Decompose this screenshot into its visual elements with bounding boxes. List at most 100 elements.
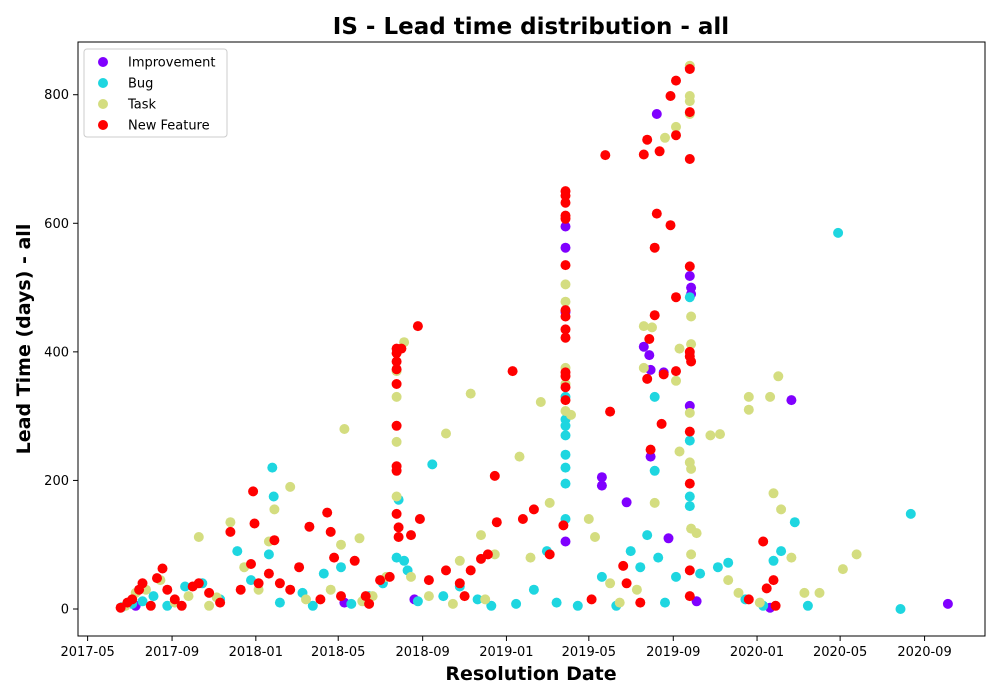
data-point (560, 296, 571, 307)
data-point (635, 597, 646, 608)
data-point (895, 604, 906, 614)
data-point (786, 552, 797, 563)
data-point (653, 552, 664, 563)
data-point (814, 587, 825, 598)
data-point (285, 481, 296, 492)
data-point (115, 602, 126, 613)
data-point (671, 75, 681, 86)
data-point (152, 573, 162, 584)
data-point (833, 227, 844, 238)
data-point (482, 549, 493, 560)
data-point (649, 310, 660, 321)
data-point (193, 532, 204, 542)
data-point (459, 591, 470, 602)
data-point (454, 555, 465, 566)
data-point (176, 600, 187, 611)
data-point (605, 578, 616, 589)
data-point (169, 594, 180, 605)
data-point (686, 356, 697, 367)
legend-box (83, 48, 228, 138)
data-point (684, 565, 695, 576)
data-point (684, 501, 695, 512)
data-point (625, 546, 636, 557)
data-point (663, 533, 674, 544)
data-point (684, 64, 695, 74)
data-point (600, 150, 611, 161)
data-point (596, 472, 607, 483)
data-point (638, 362, 649, 373)
data-point (246, 575, 256, 586)
data-point (560, 190, 571, 201)
data-point (558, 520, 569, 531)
data-point (354, 533, 365, 544)
data-point (517, 514, 528, 524)
data-point (596, 480, 607, 491)
data-point (691, 596, 702, 607)
data-point (566, 409, 576, 420)
data-point (560, 536, 571, 547)
data-point (638, 321, 649, 332)
data-point (560, 324, 571, 335)
x-tick-label: 2018-09 (396, 645, 450, 660)
data-point (137, 596, 148, 607)
data-point (412, 596, 423, 607)
data-point (232, 546, 243, 557)
data-point (162, 600, 173, 611)
data-point (560, 213, 571, 224)
data-point (336, 562, 346, 573)
data-point (274, 597, 285, 608)
plot-frame (77, 41, 986, 637)
data-point (339, 424, 350, 434)
x-tick-label: 2019-05 (562, 645, 616, 660)
data-point (249, 518, 260, 529)
data-point (586, 594, 597, 605)
data-point (396, 343, 407, 354)
data-point (768, 555, 779, 566)
data-point (671, 121, 681, 132)
legend-label: Bug (128, 77, 153, 92)
data-point (684, 591, 695, 602)
data-point (761, 583, 772, 594)
data-point (535, 397, 546, 407)
data-point (375, 575, 386, 586)
data-point (684, 154, 695, 164)
data-point (674, 343, 685, 354)
data-point (684, 435, 695, 446)
data-point (560, 221, 571, 232)
data-point (304, 521, 315, 532)
data-point (560, 279, 571, 290)
data-point (438, 591, 449, 602)
data-point (837, 564, 848, 575)
data-point (799, 587, 810, 598)
data-point (391, 379, 402, 389)
data-point (684, 271, 695, 281)
data-point (583, 514, 594, 524)
data-point (684, 426, 695, 437)
data-point (391, 356, 402, 367)
data-point (315, 594, 326, 605)
data-point (723, 575, 734, 586)
data-point (671, 366, 681, 377)
data-point (942, 598, 953, 609)
data-point (802, 600, 813, 611)
data-point (269, 504, 280, 515)
data-point (684, 407, 695, 418)
data-point (644, 334, 655, 344)
data-point (773, 371, 784, 382)
data-point (644, 350, 655, 361)
data-point (649, 497, 660, 508)
data-point (215, 597, 226, 608)
data-point (765, 391, 776, 402)
data-point (248, 486, 259, 497)
legend-marker (98, 78, 108, 88)
data-point (560, 260, 571, 271)
data-point (621, 497, 632, 508)
data-point (686, 463, 697, 474)
data-point (465, 565, 476, 576)
data-point (660, 132, 670, 143)
data-point (393, 522, 404, 533)
x-tick-label: 2017-05 (60, 645, 114, 660)
data-point (268, 491, 279, 502)
data-point (695, 568, 706, 579)
